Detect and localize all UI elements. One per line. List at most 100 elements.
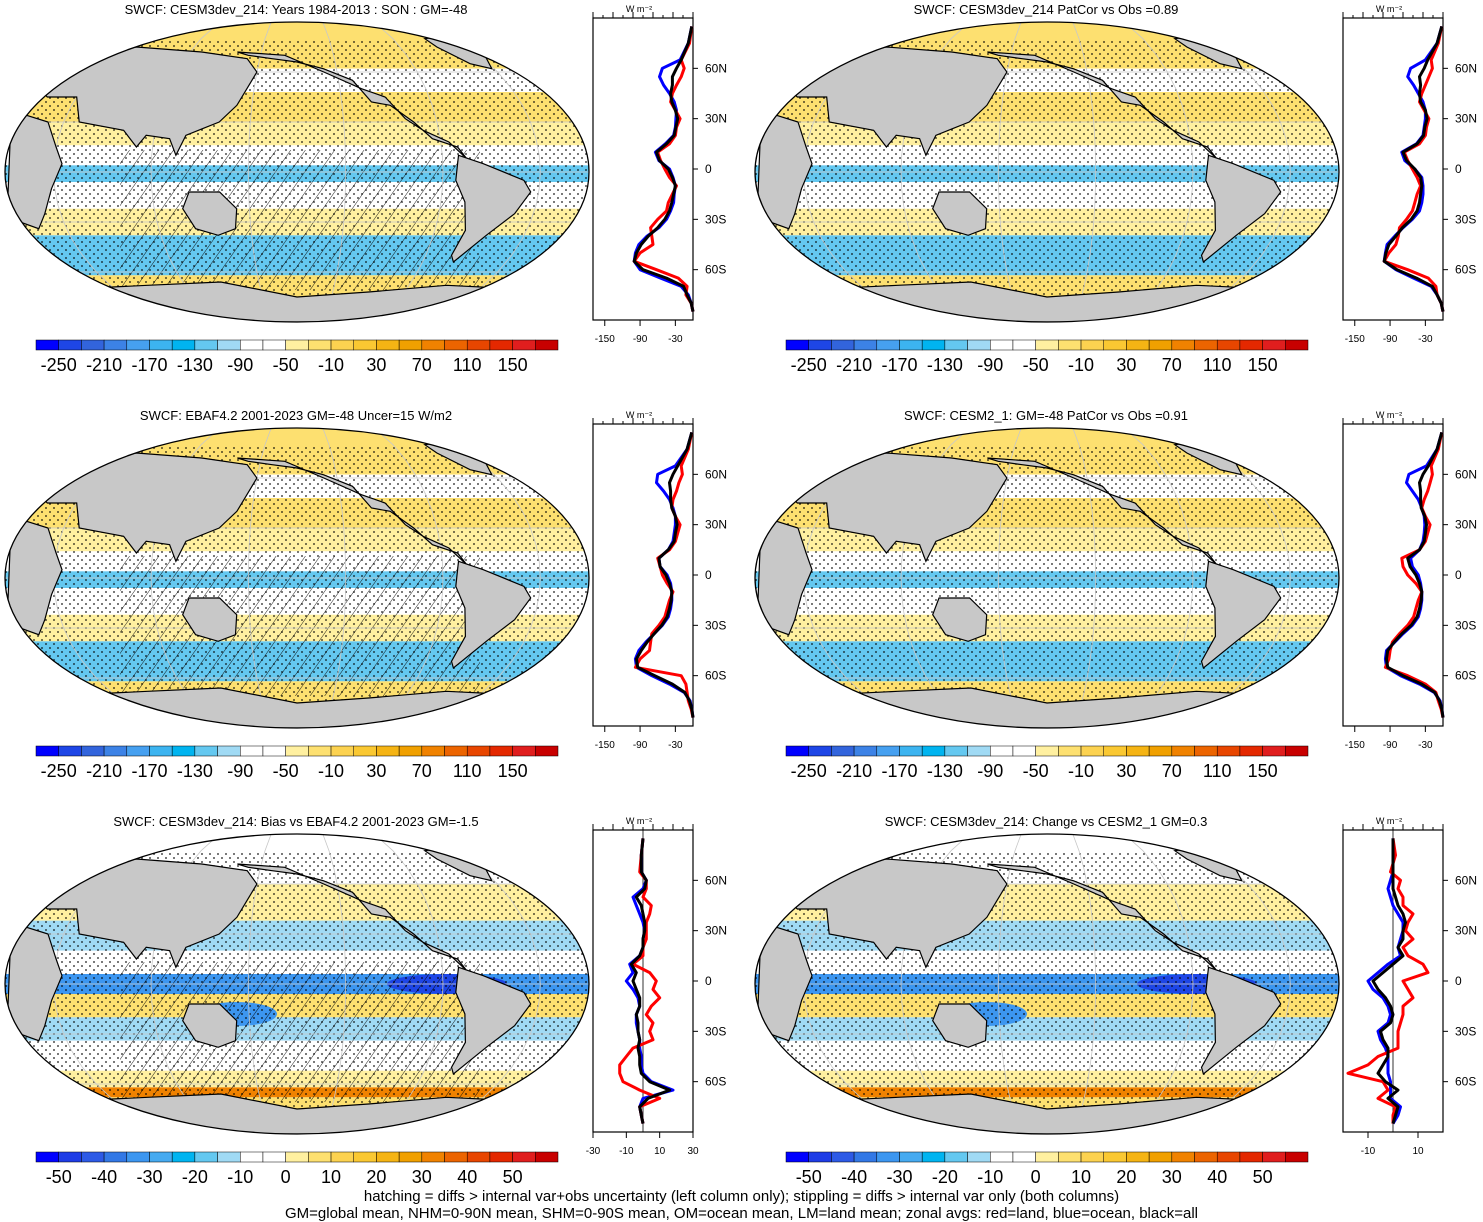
colorbar-swatch [217,339,241,351]
colorbar-swatch [853,1151,878,1163]
panel-4: SWCF: CESM2_1: GM=-48 PatCor vs Obs =0.9… [754,408,1477,781]
zonal-units: W m⁻² [1376,4,1402,14]
colorbar-label: -50 [1023,355,1049,375]
colorbar-swatch [398,745,423,757]
colorbar-label: -90 [977,355,1003,375]
colorbar-label: 150 [1248,761,1278,781]
graticule-meridian [425,428,541,728]
colorbar-swatch [1080,745,1104,757]
zonal-x-label: -90 [633,740,648,751]
colorbar-swatch [831,339,855,351]
continent-australia [182,1003,238,1048]
colorbar-swatch [990,1151,1014,1163]
colorbar-label: -50 [273,355,299,375]
colorbar-swatch [1058,1151,1082,1163]
colorbar-swatch [1080,339,1104,351]
panel-5: SWCF: CESM3dev_214: Bias vs EBAF4.2 2001… [4,814,727,1187]
colorbar-label: -210 [836,355,872,375]
zonal-x-label: -10 [619,1146,634,1157]
zonal-units: W m⁻² [626,4,652,14]
zonal-x-label: 30 [687,1146,699,1157]
colorbar-swatch [285,339,309,351]
panel-6: SWCF: CESM3dev_214: Change vs CESM2_1 GM… [754,814,1477,1187]
colorbar-label: 70 [1162,355,1182,375]
continent-africa [7,518,63,636]
colorbar-label: -50 [796,1167,822,1187]
graticule-meridian [1124,834,1194,1134]
footer-hatching-note: hatching = diffs > internal var+obs unce… [363,1188,1120,1205]
zonal-frame [1342,423,1444,727]
colorbar-swatch [921,745,946,757]
zonal-lat-label: 0 [1455,568,1462,582]
zonal-series-all [635,431,695,718]
colorbar-swatch [808,745,832,757]
colorbar-swatch [466,1151,491,1163]
colorbar-swatch [785,745,809,757]
map-field [755,22,1339,322]
colorbar-swatch [171,745,196,757]
colorbar-swatch [308,1151,332,1163]
colorbar-label: 20 [366,1167,386,1187]
colorbar-label: -10 [1068,355,1094,375]
colorbar-swatch [831,1151,855,1163]
colorbar-swatch [921,1151,946,1163]
graticule-meridian [425,22,541,322]
zonal-lat-label: 0 [705,974,712,988]
zonal-lat-label: 60N [705,61,727,75]
map-border [4,21,590,323]
colorbar-swatch [285,745,309,757]
colorbar-label: 70 [412,761,432,781]
colorbar-swatch [853,339,878,351]
colorbar-label: -130 [927,761,963,781]
zonal-lat-label: 30S [705,1024,726,1038]
colorbar-swatch [853,745,878,757]
colorbar-label: 110 [453,355,482,375]
colorbar: -250 -210 -170 -130 -90 -50 -10 30 70 110 150 [785,339,1309,375]
colorbar-swatch [808,339,832,351]
colorbar-swatch [785,339,809,351]
continent-south-america [1200,154,1282,264]
colorbar-swatch [1262,1151,1286,1163]
colorbar-swatch [35,1151,59,1163]
zonal-x-label: -30 [586,1146,601,1157]
zonal-lat-label: 30N [1455,112,1477,126]
hatching [120,556,480,696]
colorbar-label: 70 [1162,761,1182,781]
zonal-x-label: -30 [668,334,683,345]
colorbar-swatch [1239,1151,1263,1163]
colorbar-swatch [398,1151,423,1163]
continent-north-america [987,457,1218,566]
continent-australia [932,191,988,236]
colorbar-label: -30 [886,1167,912,1187]
colorbar-swatch [240,1151,264,1163]
colorbar-swatch [1103,745,1127,757]
colorbar-label: 40 [457,1167,477,1187]
colorbar-label: -250 [791,355,827,375]
continent-north-america [237,51,468,160]
colorbar-swatch [1148,339,1173,351]
graticule-meridian [1124,428,1194,728]
colorbar-swatch [944,1151,968,1163]
zonal-lat-label: 60S [1455,263,1476,277]
colorbar-label: -50 [273,761,299,781]
zonal-lat-label: 60S [705,669,726,683]
colorbar-swatch [1012,745,1036,757]
colorbar-label: -130 [177,761,213,781]
colorbar-swatch [149,1151,173,1163]
colorbar-swatch [1239,745,1263,757]
graticule-meridian [1072,834,1097,1134]
panel-3: SWCF: EBAF4.2 2001-2023 GM=-48 Uncer=15 … [4,408,727,781]
hatching [120,150,480,290]
colorbar-swatch [1126,1151,1150,1163]
colorbar-swatch [444,339,468,351]
colorbar-label: 50 [503,1167,523,1187]
colorbar-swatch [489,339,513,351]
colorbar-swatch [1262,745,1286,757]
continent-south-america [450,966,532,1076]
colorbar-label: -40 [841,1167,867,1187]
continent-eurasia [788,452,1008,563]
colorbar-swatch [1216,1151,1241,1163]
colorbar-swatch [876,745,900,757]
zonal-x-label: -150 [595,740,615,751]
colorbar-label: 50 [1253,1167,1273,1187]
